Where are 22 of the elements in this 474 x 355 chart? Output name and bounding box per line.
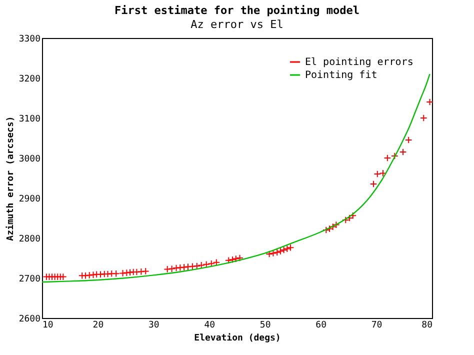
chart-title: First estimate for the pointing model (114, 4, 360, 17)
x-tick-label: 70 (371, 320, 382, 330)
legend-label: Pointing fit (305, 70, 378, 81)
y-axis-title: Azimuth error (arcsecs) (4, 116, 16, 241)
y-tick-label: 3000 (18, 154, 40, 164)
y-tick-label: 3100 (18, 114, 40, 124)
y-tick-label: 2700 (18, 274, 40, 284)
y-tick-label: 2600 (18, 314, 40, 324)
x-tick-label: 40 (204, 320, 216, 330)
x-tick-label: 80 (422, 320, 432, 330)
legend-label: El pointing errors (305, 57, 414, 68)
x-tick-label: 60 (316, 320, 326, 330)
x-tick-label: 10 (42, 320, 54, 330)
y-tick-label: 3200 (18, 74, 40, 84)
x-tick-label: 50 (260, 320, 271, 330)
y-tick-label: 3300 (18, 34, 40, 44)
y-tick-label: 2800 (18, 234, 40, 244)
y-tick-label: 2900 (18, 194, 40, 204)
x-axis-title: Elevation (degs) (194, 332, 281, 344)
x-tick-label: 20 (92, 320, 104, 330)
chart-subtitle: Az error vs El (190, 18, 284, 31)
x-tick-label: 30 (148, 320, 160, 330)
